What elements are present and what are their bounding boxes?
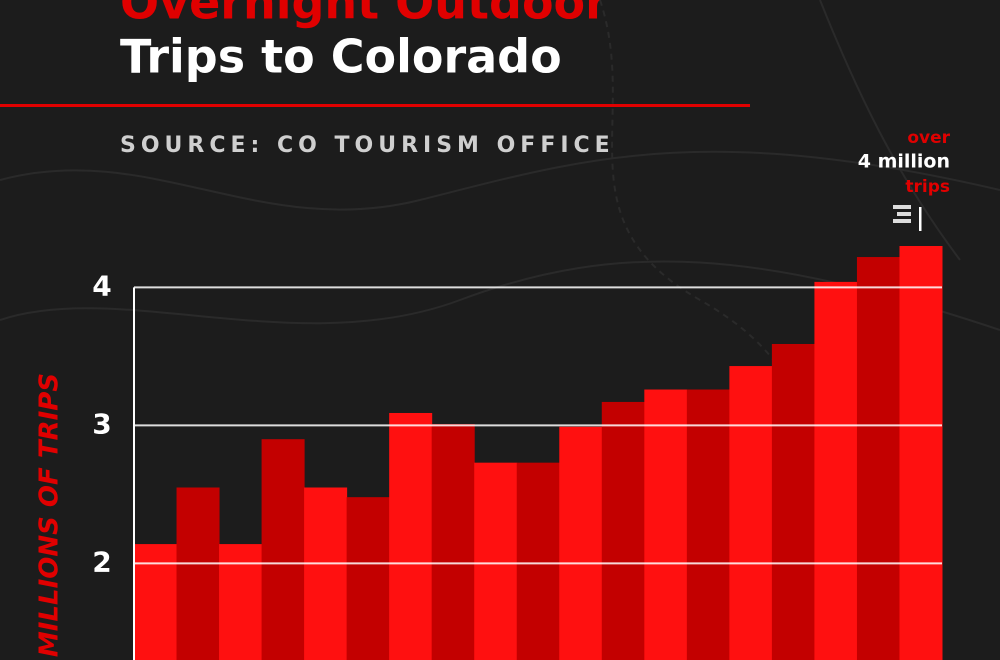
bar [431,424,475,660]
annotation: trips [905,177,950,197]
bar [219,544,263,660]
bar [516,462,560,660]
bar [686,389,730,660]
bar [856,257,900,660]
y-tick-label: 2 [92,545,111,578]
bar [261,439,305,660]
bar [134,544,178,660]
bar [176,487,220,660]
bar [304,487,348,660]
bar [559,426,603,660]
y-axis-label: MILLIONS OF TRIPS [35,373,65,657]
bar [389,412,433,660]
y-tick-label: 4 [92,269,111,302]
bar [814,281,858,660]
chart-subtitle: Trips to Colorado [120,30,562,84]
title-rule [0,104,750,107]
bar [474,462,518,660]
bar [346,497,390,660]
bar [644,389,688,660]
annotation: 4 million [858,151,950,173]
source: SOURCE: CO TOURISM OFFICE [120,133,615,158]
bar [771,343,815,660]
bar [601,401,645,660]
annotation-pointer [919,207,922,231]
bar [899,246,943,660]
chart-title: Overnight Outdoor [120,0,608,30]
y-tick-label: 3 [92,407,111,440]
annotation-icon [893,205,911,223]
bar [729,366,773,660]
annotation: over [907,128,950,148]
